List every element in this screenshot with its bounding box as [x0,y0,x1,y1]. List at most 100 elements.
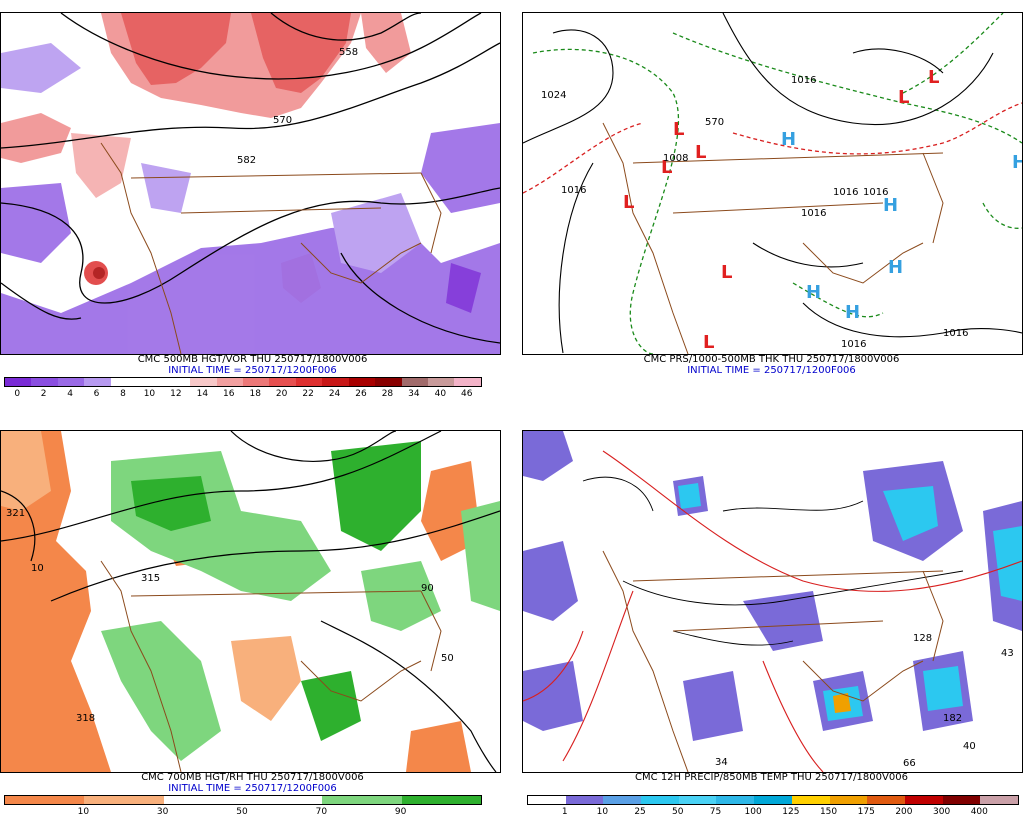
high-center: H [888,257,903,278]
pressure-contours [582,476,964,646]
colorbar-tick-label: 90 [394,807,407,817]
colorbar-tick-label: 40 [434,389,447,399]
colorbar [4,795,482,805]
map-700mb: 321 315 318 50 90 10 [0,430,501,773]
high-center: H [883,195,898,216]
panel-title: CMC 700MB HGT/RH THU 250717/1800V006 [141,772,364,783]
high-center: H [845,302,860,323]
colorbar-tick-label: 30 [156,807,169,817]
high-center: H [806,282,821,303]
contour-label: 318 [76,713,95,724]
initial-time: INITIAL TIME = 250717/1200F006 [687,365,856,376]
precip-amount-label: 43 [1001,648,1014,659]
colorbar-tick-label: 16 [223,389,235,399]
vorticity-positive-shading [1,13,411,303]
precip-amount-label: 128 [913,633,932,644]
panel-title: CMC 12H PRECIP/850MB TEMP THU 250717/180… [635,772,908,783]
colorbar-segment [565,796,604,804]
colorbar-segment [791,796,830,804]
pressure-isobars [523,13,1022,354]
precip-labels: 43 34 66 40 128 182 [715,633,1014,769]
low-center: L [898,87,909,108]
colorbar-tick-label: 400 [970,807,988,817]
initial-time: INITIAL TIME = 250717/1200F006 [168,365,337,376]
colorbar-segment [190,378,217,386]
isobar-label: 1016 [863,187,888,198]
colorbar-tick-label: 24 [328,389,341,399]
panel-pressure-thickness: L L L L L L L L H H H H H H 1024 1016 10… [519,0,1024,400]
panel-500mb-vorticity: 558 570 582 CMC 500MB HGT/VOR THU 250717… [0,0,505,400]
colorbar-segment [84,796,164,804]
colorbar-tick-label: 75 [709,807,722,817]
colorbar-tick-label: 70 [315,807,328,817]
colorbar-segment [401,796,481,804]
pressure-centers: L L L L L L L L H H H H H H [623,67,1022,353]
colorbar-segment [84,378,111,386]
colorbar-segment [716,796,755,804]
low-center: L [721,262,732,283]
colorbar-segment [942,796,981,804]
panel-title: CMC PRS/1000-500MB THK THU 250717/1800V0… [643,354,900,365]
high-center: H [781,129,796,150]
low-center: L [623,192,634,213]
map-500mb: 558 570 582 [0,12,501,355]
contour-labels: 558 570 582 [237,47,358,166]
contour-label: 315 [141,573,160,584]
map-precip: 43 34 66 40 128 182 [522,430,1023,773]
colorbar-ticks: 1 10 25 50 75 100 125 150 175 200 300 400 [527,807,1017,819]
colorbar-segment [163,378,191,386]
colorbar-segment [401,378,428,386]
colorbar-tick-label: 25 [634,807,646,817]
colorbar-tick-label: 8 [120,389,126,399]
colorbar-segment [5,796,85,804]
contour-label: 558 [339,47,358,58]
low-center: L [661,157,672,178]
colorbar-tick-label: 10 [143,389,156,399]
low-center: L [928,67,939,88]
contour-label: 10 [31,563,44,574]
temp-contours [523,450,1022,772]
low-center: L [695,142,706,163]
colorbar-segment [110,378,138,386]
colorbar-segment [163,796,243,804]
colorbar-tick-label: 50 [672,807,684,817]
colorbar-ticks: 0 2 4 6 8 10 12 14 16 18 20 22 24 26 28 34 40 46 [4,389,480,401]
contour-label: 582 [237,155,256,166]
colorbar-segment [375,378,402,386]
colorbar-segment [678,796,717,804]
isobar-label: 1016 [561,185,586,196]
colorbar-segment [754,796,792,804]
colorbar-segment [829,796,868,804]
colorbar-tick-label: 22 [302,389,314,399]
contour-label: 570 [273,115,292,126]
colorbar-segment [31,378,58,386]
panel-700mb-rh: 321 315 318 50 90 10 CMC 700MB HGT/RH TH… [0,418,505,819]
colorbar-tick-label: 50 [236,807,248,817]
colorbar-segment [137,378,164,386]
contour-label: 321 [6,508,25,519]
colorbar-segment [428,378,455,386]
colorbar-segment [980,796,1018,804]
panel-precip-850temp: 43 34 66 40 128 182 CMC 12H PRECIP/850MB… [519,418,1024,819]
high-center: H [1012,152,1022,173]
colorbar [527,795,1019,805]
colorbar-tick-label: 28 [381,389,394,399]
initial-time: INITIAL TIME = 250717/1200F006 [168,783,337,794]
colorbar-tick-label: 20 [275,389,288,399]
colorbar-segment [528,796,566,804]
map-pressure: L L L L L L L L H H H H H H 1024 1016 10… [522,12,1023,355]
colorbar-tick-label: 34 [408,389,420,399]
isobar-label: 1016 [841,339,866,350]
colorbar-tick-label: 175 [857,807,875,817]
colorbar-tick-label: 14 [196,389,209,399]
isobar-label: 1008 [663,153,688,164]
colorbar-ticks: 10 30 50 70 90 [4,807,480,819]
colorbar-tick-label: 300 [933,807,951,817]
colorbar-segment [867,796,905,804]
colorbar-tick-label: 10 [77,807,90,817]
height-contours [1,13,500,344]
colorbar [4,377,482,387]
colorbar-tick-label: 18 [249,389,261,399]
precip-amount-label: 66 [903,758,916,769]
colorbar-segment [322,796,402,804]
